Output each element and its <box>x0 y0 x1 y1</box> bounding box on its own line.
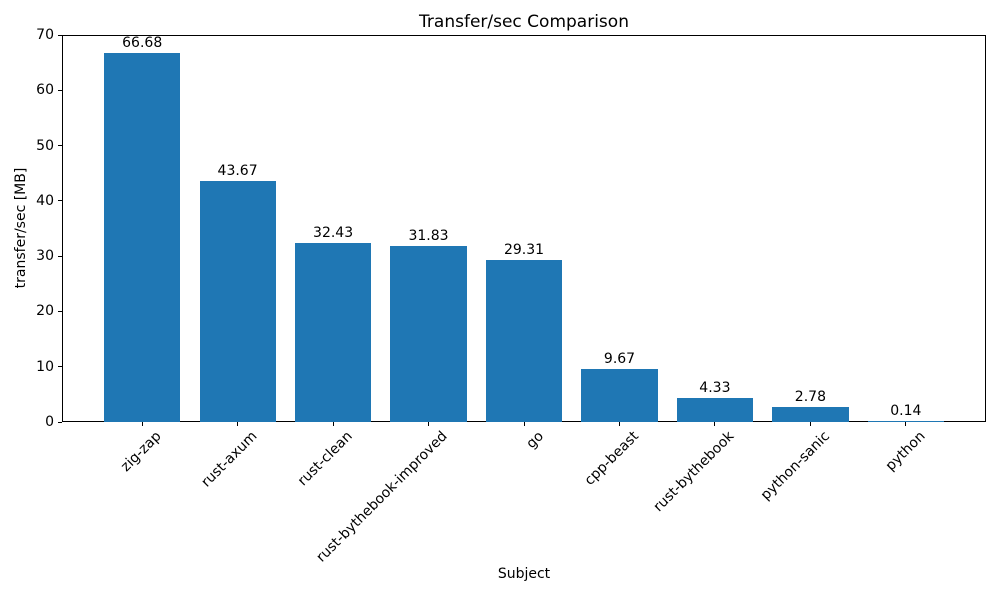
bar-value-label: 32.43 <box>313 225 354 241</box>
y-tick-label: 50 <box>36 137 54 154</box>
x-tick <box>428 422 429 426</box>
bar-value-label: 29.31 <box>503 242 545 258</box>
x-tick <box>332 422 334 426</box>
x-tick-label: cpp-beast <box>581 428 643 489</box>
x-tick-label: go <box>522 428 547 452</box>
y-tick <box>58 34 62 36</box>
y-tick <box>58 89 62 91</box>
y-tick <box>58 366 62 368</box>
y-tick-label: 40 <box>36 192 54 209</box>
y-tick <box>58 310 62 312</box>
bar <box>772 407 849 422</box>
y-tick-label: 0 <box>45 414 54 430</box>
bar-value-label: 9.67 <box>603 351 636 367</box>
y-tick <box>58 145 62 147</box>
y-tick-label: 30 <box>36 248 54 265</box>
x-tick <box>905 422 907 426</box>
bar-value-label: 66.68 <box>122 35 163 51</box>
y-tick-label: 60 <box>36 82 54 99</box>
chart-title: Transfer/sec Comparison <box>419 12 629 32</box>
bar <box>104 53 181 422</box>
x-tick <box>714 422 716 426</box>
bar-value-label: 4.33 <box>699 380 731 396</box>
y-axis-label: transfer/sec [MB] <box>13 167 29 289</box>
x-tick-label: zig-zap <box>118 428 165 475</box>
x-tick <box>523 422 525 426</box>
bar <box>485 260 563 422</box>
x-tick-label: python <box>882 428 929 475</box>
y-tick-label: 70 <box>36 27 54 43</box>
y-tick <box>58 421 62 423</box>
x-tick <box>237 422 239 426</box>
bar-value-label: 2.78 <box>794 389 826 405</box>
bar-value-label: 0.14 <box>890 403 922 419</box>
x-tick-label: rust-bythebook <box>650 428 738 516</box>
bar-value-label: 43.67 <box>217 163 258 179</box>
x-tick <box>809 422 811 426</box>
x-tick-label: python-sanic <box>757 428 834 504</box>
bar <box>676 398 754 422</box>
bar <box>294 243 372 422</box>
x-tick <box>141 422 143 426</box>
bar <box>199 181 276 422</box>
y-tick <box>58 255 62 257</box>
y-tick <box>58 200 62 202</box>
bar <box>867 421 944 422</box>
x-axis-label: Subject <box>497 566 551 582</box>
y-tick-label: 20 <box>36 303 54 320</box>
bar <box>581 369 658 422</box>
bar <box>390 246 467 422</box>
x-tick-label: rust-axum <box>198 428 261 491</box>
bar-value-label: 31.83 <box>408 228 449 244</box>
y-tick-label: 10 <box>36 358 54 375</box>
x-tick <box>619 422 620 426</box>
x-tick-label: rust-clean <box>294 428 356 490</box>
